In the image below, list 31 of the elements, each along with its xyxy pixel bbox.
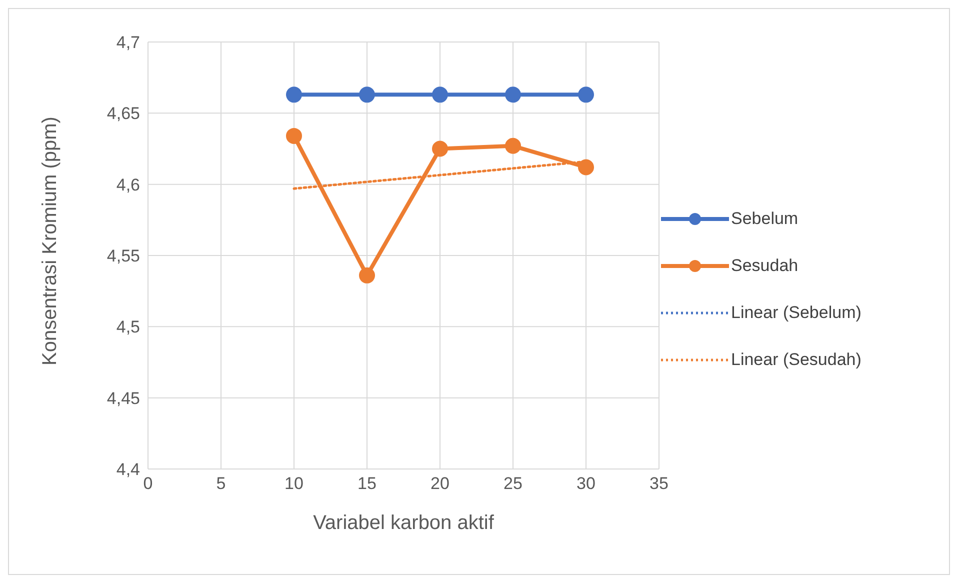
point — [432, 86, 448, 103]
point — [286, 86, 302, 103]
point — [432, 140, 448, 157]
point — [286, 128, 302, 144]
point — [578, 86, 594, 103]
x-tick-label: 25 — [504, 474, 522, 494]
x-tick-label: 15 — [358, 474, 376, 494]
point — [505, 86, 521, 103]
x-tick-label: 35 — [650, 474, 668, 494]
x-tick-label: 5 — [216, 474, 226, 494]
legend-label: Linear (Sesudah) — [731, 350, 862, 370]
x-tick-label: 30 — [576, 474, 596, 494]
legend-label: Sebelum — [731, 208, 798, 228]
y-tick-label: 4,4 — [116, 460, 140, 480]
x-tick-label: 0 — [143, 474, 153, 494]
x-tick-label: 20 — [430, 474, 450, 494]
legend-label: Sesudah — [731, 256, 798, 276]
y-tick-label: 4,7 — [116, 33, 140, 52]
y-tick-label: 4,45 — [106, 388, 140, 408]
y-tick-label: 4,55 — [106, 246, 140, 266]
legend-label: Linear (Sebelum) — [731, 302, 862, 322]
point — [505, 138, 521, 154]
y-tick-label: 4,5 — [116, 318, 140, 337]
y-tick-label: 4,65 — [106, 104, 140, 124]
y-axis-title: Konsentrasi Kromium (ppm) — [39, 116, 62, 366]
point — [578, 159, 594, 176]
point — [359, 267, 375, 284]
x-axis-title: Variabel karbon aktif — [313, 512, 494, 534]
y-tick-label: 4,6 — [116, 175, 140, 194]
x-tick-label: 10 — [284, 474, 304, 494]
point — [359, 86, 375, 103]
